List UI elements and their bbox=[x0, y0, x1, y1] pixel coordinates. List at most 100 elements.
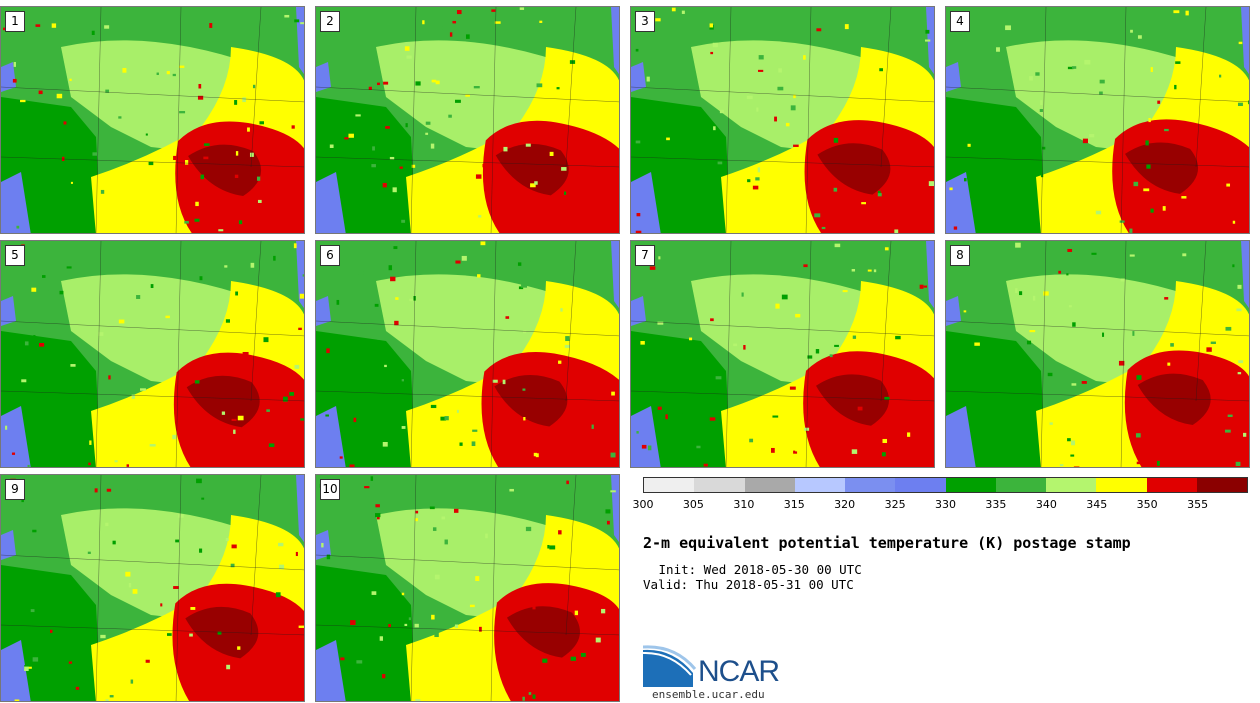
field-speckle bbox=[857, 406, 863, 411]
field-speckle bbox=[231, 418, 237, 421]
field-speckle bbox=[209, 23, 213, 28]
field-speckle bbox=[1035, 72, 1040, 76]
field-speckle bbox=[172, 219, 175, 223]
field-speckle bbox=[35, 24, 41, 27]
state-boundaries bbox=[316, 241, 619, 467]
field-speckle bbox=[465, 34, 470, 39]
colorbar-tick-label: 340 bbox=[1035, 498, 1057, 511]
field-speckle bbox=[752, 185, 759, 190]
field-speckle bbox=[224, 265, 228, 268]
stamp-member-4: 4 bbox=[945, 6, 1250, 234]
field-speckle bbox=[234, 100, 238, 105]
field-speckle bbox=[68, 661, 73, 664]
field-speckle bbox=[461, 255, 467, 261]
state-boundaries bbox=[1, 241, 304, 467]
field-speckle bbox=[440, 416, 447, 421]
field-speckle bbox=[757, 167, 761, 173]
field-speckle bbox=[758, 55, 764, 60]
field-speckle bbox=[640, 341, 645, 345]
field-speckle bbox=[560, 308, 563, 312]
field-speckle bbox=[635, 48, 639, 52]
field-speckle bbox=[233, 429, 236, 434]
field-speckle bbox=[1167, 362, 1171, 366]
field-speckle bbox=[1029, 330, 1036, 333]
site-url[interactable]: ensemble.ucar.edu bbox=[652, 688, 765, 701]
field-speckle bbox=[179, 111, 186, 114]
field-speckle bbox=[372, 146, 375, 151]
field-speckle bbox=[92, 152, 98, 156]
field-speckle bbox=[382, 674, 386, 679]
field-speckle bbox=[1076, 462, 1079, 467]
map-field bbox=[316, 475, 619, 701]
field-speckle bbox=[861, 202, 866, 205]
field-speckle bbox=[1120, 278, 1125, 282]
field-speckle bbox=[100, 189, 105, 194]
field-speckle bbox=[20, 99, 26, 103]
field-speckle bbox=[775, 303, 780, 309]
state-boundaries bbox=[946, 241, 1249, 467]
field-speckle bbox=[1210, 341, 1216, 344]
field-speckle bbox=[411, 164, 416, 168]
field-speckle bbox=[781, 294, 788, 300]
field-speckle bbox=[696, 445, 701, 449]
field-speckle bbox=[1236, 308, 1242, 312]
field-speckle bbox=[1067, 66, 1074, 70]
field-speckle bbox=[88, 462, 91, 466]
field-speckle bbox=[415, 81, 421, 86]
field-speckle bbox=[530, 183, 536, 188]
colorbar-cell bbox=[1196, 478, 1247, 492]
field-speckle bbox=[717, 161, 723, 165]
field-speckle bbox=[382, 441, 388, 447]
field-speckle bbox=[13, 61, 16, 67]
field-speckle bbox=[503, 146, 508, 152]
field-speckle bbox=[195, 201, 199, 207]
field-speckle bbox=[635, 140, 641, 144]
field-speckle bbox=[1039, 109, 1043, 112]
field-speckle bbox=[128, 583, 132, 588]
field-speckle bbox=[793, 450, 798, 454]
field-speckle bbox=[1047, 372, 1053, 377]
field-speckle bbox=[184, 220, 189, 224]
field-speckle bbox=[172, 73, 176, 77]
field-blue-sw bbox=[1, 406, 31, 467]
field-speckle bbox=[1019, 291, 1023, 296]
field-speckle bbox=[169, 270, 173, 274]
colorbar-tick-label: 345 bbox=[1086, 498, 1108, 511]
field-dark-green-west bbox=[1, 331, 101, 467]
field-speckle bbox=[919, 284, 924, 289]
field-speckle bbox=[339, 456, 343, 459]
field-speckle bbox=[549, 151, 554, 156]
field-speckle bbox=[263, 337, 269, 343]
field-blue-sw bbox=[316, 172, 346, 233]
field-speckle bbox=[429, 506, 435, 510]
field-speckle bbox=[69, 78, 72, 82]
field-speckle bbox=[657, 406, 662, 410]
stamp-label: 10 bbox=[320, 479, 340, 500]
field-speckle bbox=[930, 153, 934, 158]
field-speckle bbox=[747, 179, 751, 183]
field-speckle bbox=[1225, 326, 1232, 331]
field-speckle bbox=[173, 14, 177, 20]
colorbar-cell bbox=[1046, 478, 1097, 492]
field-speckle bbox=[1210, 168, 1215, 173]
field-speckle bbox=[1137, 35, 1142, 39]
field-speckle bbox=[882, 438, 888, 444]
field-speckle bbox=[519, 7, 525, 10]
field-dark-green-west bbox=[316, 565, 416, 701]
field-speckle bbox=[537, 195, 541, 200]
field-speckle bbox=[756, 107, 759, 112]
field-speckle bbox=[375, 504, 380, 508]
field-speckle bbox=[1081, 381, 1087, 384]
field-speckle bbox=[401, 219, 406, 223]
field-speckle bbox=[509, 488, 514, 492]
field-blue-ne bbox=[1241, 7, 1249, 75]
field-speckle bbox=[145, 659, 150, 663]
field-speckle bbox=[963, 178, 967, 182]
field-speckle bbox=[24, 666, 29, 672]
stamp-member-7: 7 bbox=[630, 240, 935, 468]
field-blue-ne bbox=[296, 475, 304, 543]
field-dark-red bbox=[1125, 142, 1199, 194]
colorbar-cell bbox=[794, 478, 845, 492]
field-speckle bbox=[177, 15, 180, 19]
stamp-label: 2 bbox=[320, 11, 340, 32]
